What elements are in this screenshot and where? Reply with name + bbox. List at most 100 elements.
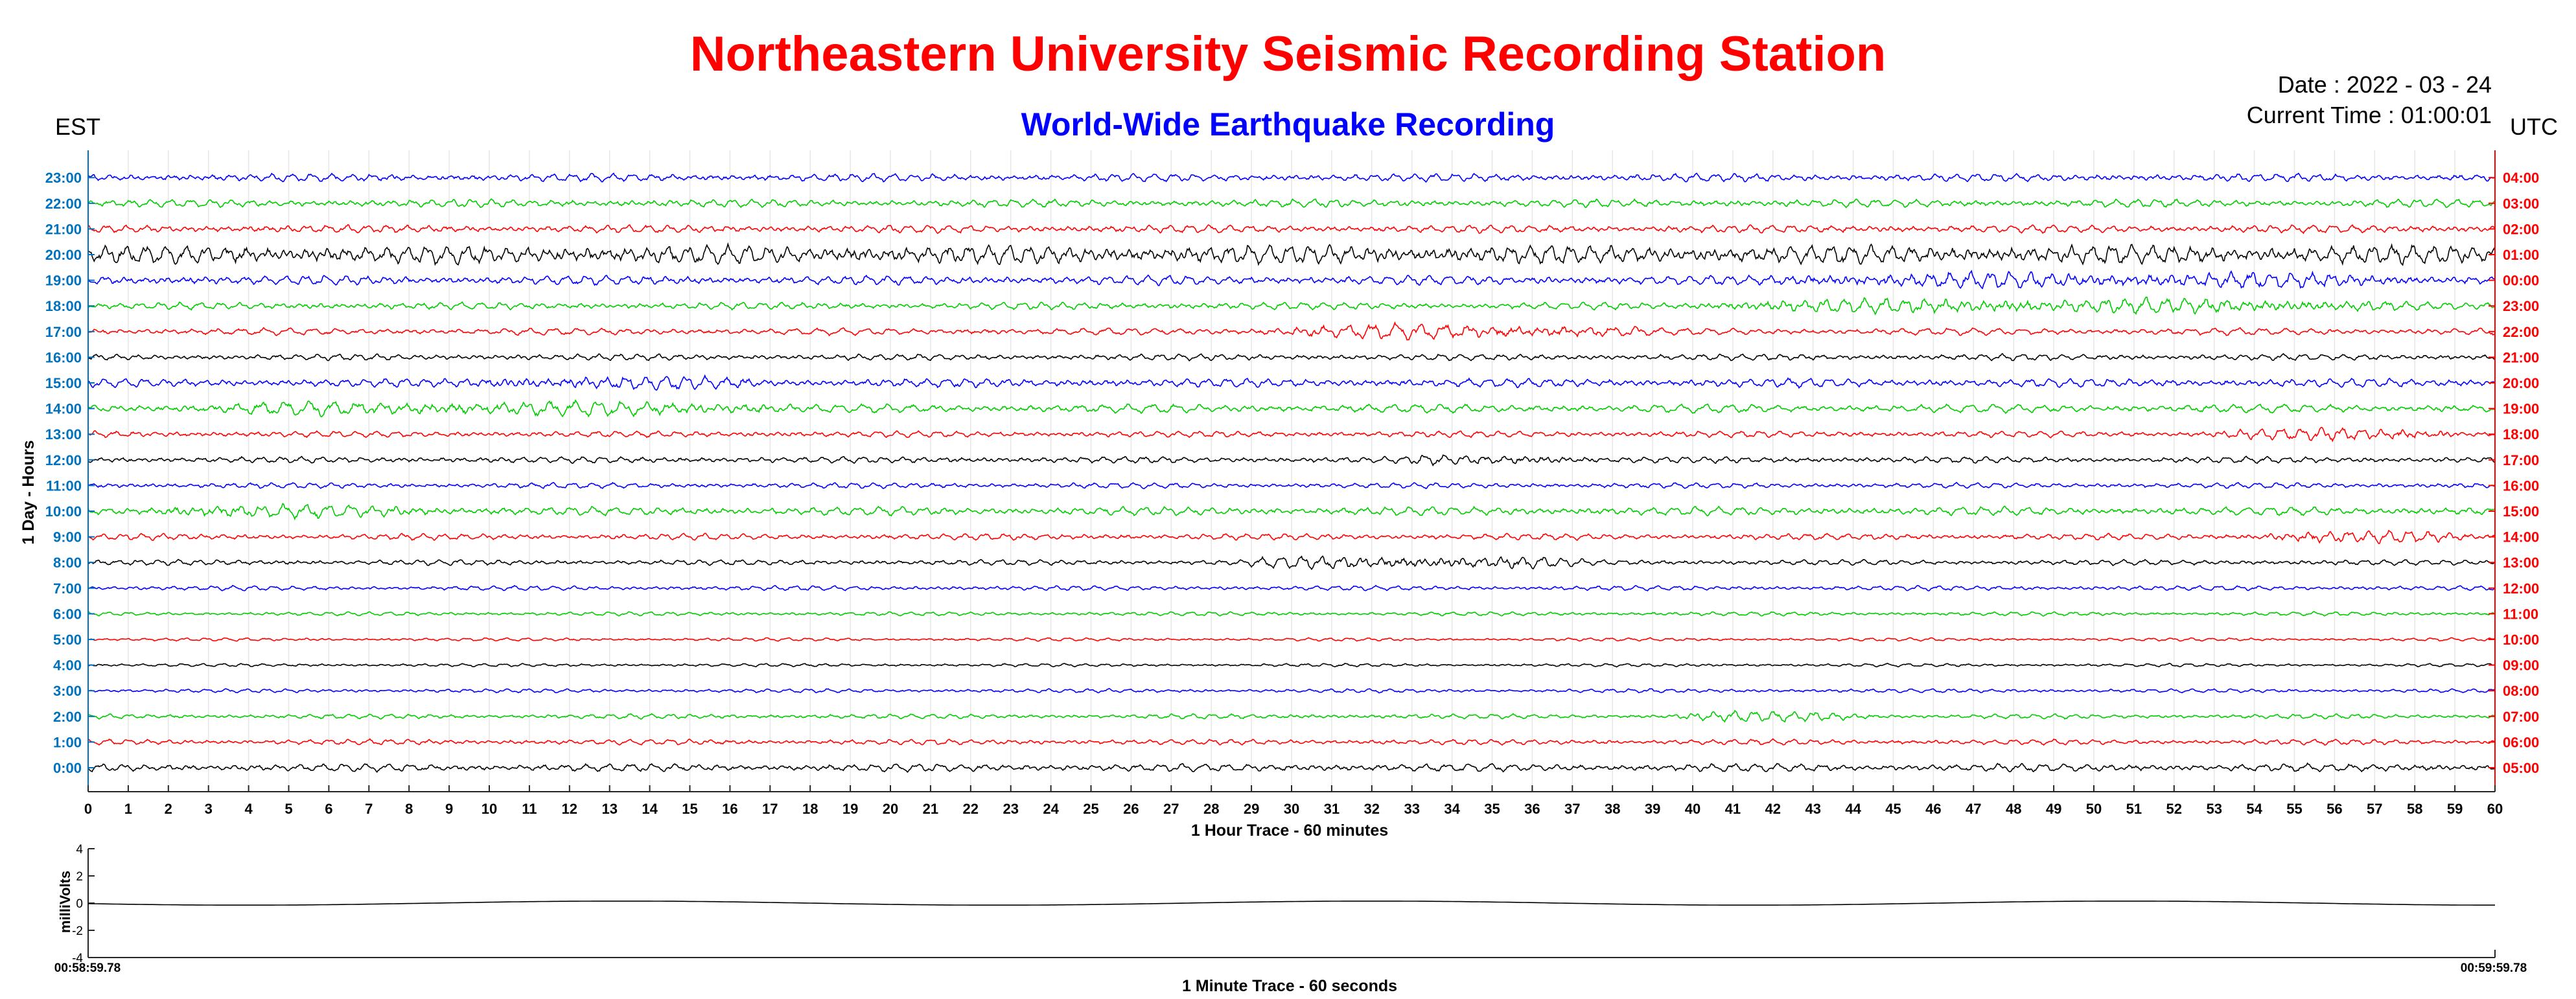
utc-hour-label-23:00: 23:00 — [2503, 298, 2539, 314]
trace-15:00 — [87, 374, 2496, 391]
x-tick-label-37: 37 — [1564, 801, 1580, 817]
x-tick-label-13: 13 — [601, 801, 617, 817]
utc-hour-label-00:00: 00:00 — [2503, 273, 2539, 289]
x-tick-label-60: 60 — [2487, 801, 2503, 817]
trace-17:00 — [87, 321, 2495, 341]
trace-22:00 — [87, 198, 2496, 209]
est-hour-label-15:00: 15:00 — [45, 375, 82, 391]
utc-hour-label-09:00: 09:00 — [2503, 658, 2539, 674]
minute-trace-end-time: 00:59:59.78 — [2461, 961, 2527, 975]
x-tick-label-2: 2 — [165, 801, 172, 817]
est-hour-label-21:00: 21:00 — [45, 221, 82, 237]
x-tick-label-35: 35 — [1484, 801, 1500, 817]
est-hour-label-6:00: 6:00 — [53, 606, 82, 622]
est-hour-label-20:00: 20:00 — [45, 247, 82, 263]
utc-hour-label-04:00: 04:00 — [2503, 170, 2539, 186]
x-tick-label-53: 53 — [2206, 801, 2222, 817]
est-hour-label-7:00: 7:00 — [53, 580, 82, 597]
x-tick-label-58: 58 — [2407, 801, 2422, 817]
est-hour-label-5:00: 5:00 — [53, 632, 82, 648]
page-subtitle: World-Wide Earthquake Recording — [1021, 106, 1555, 143]
trace-2:00 — [87, 709, 2496, 723]
est-hour-label-10:00: 10:00 — [45, 503, 82, 520]
x-tick-label-12: 12 — [562, 801, 577, 817]
x-tick-label-11: 11 — [522, 801, 537, 817]
utc-hour-label-21:00: 21:00 — [2503, 349, 2539, 365]
est-hour-label-13:00: 13:00 — [45, 426, 82, 442]
x-tick-label-31: 31 — [1324, 801, 1340, 817]
est-hour-label-18:00: 18:00 — [45, 298, 82, 314]
x-tick-label-36: 36 — [1524, 801, 1540, 817]
current-time-readout: Current Time : 01:00:01 — [2246, 102, 2492, 128]
minute-y-tick-label-2: 2 — [76, 870, 83, 884]
x-tick-label-9: 9 — [445, 801, 453, 817]
x-tick-label-15: 15 — [682, 801, 697, 817]
utc-hour-label-08:00: 08:00 — [2503, 683, 2539, 699]
est-hour-label-17:00: 17:00 — [45, 324, 82, 340]
est-hour-label-1:00: 1:00 — [53, 734, 82, 750]
x-tick-label-6: 6 — [325, 801, 332, 817]
helicorder-axes: 0 1 2 3 4 5 6 7 8 9 10 11 12 13 14 15 16 17 18 19 20 21 22 23 24… — [45, 150, 2539, 817]
minute-trace-line — [87, 901, 2495, 906]
x-tick-label-27: 27 — [1163, 801, 1179, 817]
x-tick-label-16: 16 — [722, 801, 737, 817]
y-axis-title: 1 Day - Hours — [19, 440, 38, 544]
est-hour-label-22:00: 22:00 — [45, 196, 82, 212]
utc-hour-label-18:00: 18:00 — [2503, 426, 2539, 442]
x-tick-label-42: 42 — [1765, 801, 1781, 817]
minute-y-tick-label--4: -4 — [72, 952, 83, 965]
minute-trace-panel: 4 2 0 -2 -4 — [72, 843, 2496, 965]
x-tick-label-30: 30 — [1284, 801, 1299, 817]
x-tick-label-24: 24 — [1043, 801, 1059, 817]
page-title: Northeastern University Seismic Recordin… — [690, 27, 1886, 82]
utc-hour-label-01:00: 01:00 — [2503, 247, 2539, 263]
minute-trace-start-time: 00:58:59.78 — [54, 961, 121, 975]
trace-11:00 — [87, 481, 2496, 490]
est-timezone-label: EST — [55, 113, 101, 140]
hourly-traces — [87, 172, 2496, 774]
x-tick-label-40: 40 — [1685, 801, 1700, 817]
utc-hour-label-11:00: 11:00 — [2503, 606, 2538, 622]
x-tick-label-51: 51 — [2126, 801, 2142, 817]
trace-6:00 — [87, 611, 2496, 617]
est-hour-label-4:00: 4:00 — [53, 658, 82, 674]
est-hour-label-3:00: 3:00 — [53, 683, 82, 699]
trace-5:00 — [87, 637, 2496, 642]
x-tick-label-59: 59 — [2447, 801, 2463, 817]
x-tick-label-26: 26 — [1123, 801, 1139, 817]
utc-hour-label-19:00: 19:00 — [2503, 401, 2539, 417]
x-tick-label-49: 49 — [2046, 801, 2061, 817]
x-tick-label-52: 52 — [2166, 801, 2182, 817]
x-tick-label-10: 10 — [482, 801, 497, 817]
est-hour-label-14:00: 14:00 — [45, 401, 82, 417]
x-tick-label-19: 19 — [842, 801, 858, 817]
x-axis-title: 1 Hour Trace - 60 minutes — [1191, 821, 1388, 840]
minute-trace-x-title: 1 Minute Trace - 60 seconds — [1182, 977, 1397, 995]
x-tick-label-45: 45 — [1885, 801, 1901, 817]
trace-8:00 — [87, 555, 2495, 570]
x-tick-label-17: 17 — [762, 801, 778, 817]
trace-21:00 — [87, 224, 2496, 235]
minute-y-tick-label-4: 4 — [76, 843, 83, 856]
trace-7:00 — [87, 584, 2496, 591]
x-tick-label-21: 21 — [923, 801, 938, 817]
utc-hour-label-16:00: 16:00 — [2503, 477, 2539, 494]
est-hour-label-9:00: 9:00 — [53, 529, 82, 545]
x-tick-label-48: 48 — [2006, 801, 2021, 817]
x-tick-label-1: 1 — [124, 801, 132, 817]
x-tick-label-41: 41 — [1725, 801, 1741, 817]
est-hour-label-0:00: 0:00 — [53, 760, 82, 776]
x-tick-label-34: 34 — [1444, 801, 1460, 817]
trace-9:00 — [87, 529, 2496, 544]
trace-3:00 — [87, 687, 2496, 694]
x-tick-label-46: 46 — [1925, 801, 1941, 817]
trace-20:00 — [87, 242, 2496, 266]
x-tick-label-54: 54 — [2246, 801, 2262, 817]
x-tick-label-3: 3 — [205, 801, 213, 817]
trace-16:00 — [87, 352, 2496, 362]
x-tick-label-57: 57 — [2367, 801, 2382, 817]
date-readout: Date : 2022 - 03 - 24 — [2277, 71, 2492, 98]
utc-hour-label-03:00: 03:00 — [2503, 196, 2539, 212]
x-tick-label-22: 22 — [963, 801, 979, 817]
est-hour-label-2:00: 2:00 — [53, 709, 82, 725]
